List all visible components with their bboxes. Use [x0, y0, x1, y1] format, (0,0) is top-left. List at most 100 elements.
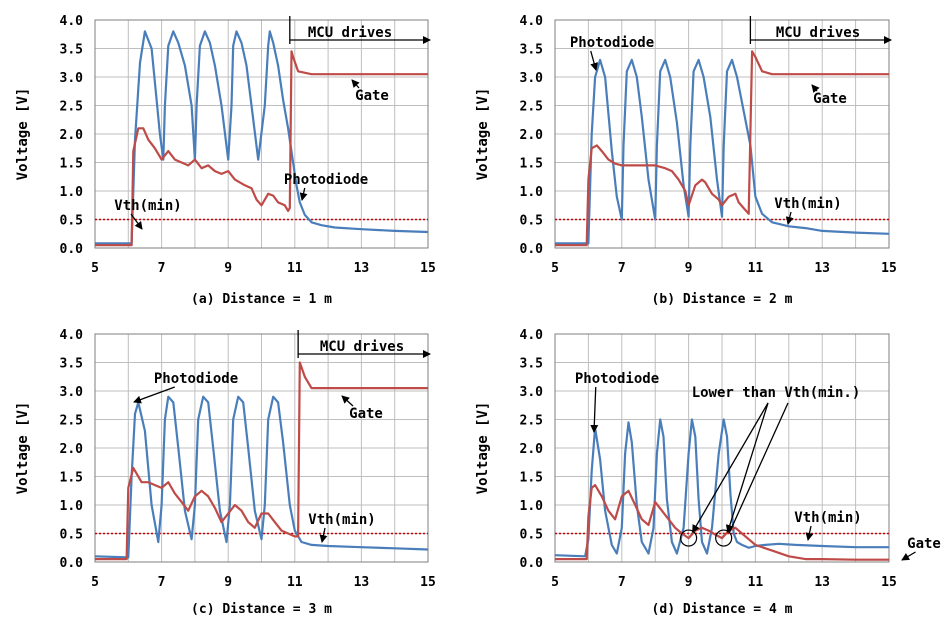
photodiode-series: [554, 418, 889, 558]
photodiode-series: [555, 58, 890, 245]
y-tick-label: 4.0: [60, 328, 84, 343]
y-tick-label: 4.0: [60, 14, 84, 29]
photodiode-series: [94, 395, 429, 559]
y-tick-label: 1.5: [60, 471, 83, 486]
y-tick-label: 0.0: [520, 242, 544, 257]
y-tick-label: 1.5: [520, 471, 543, 486]
gate-arrow: [901, 551, 916, 561]
x-tick-label: 13: [814, 261, 830, 276]
mcu-drives-label: MCU drives: [308, 25, 392, 41]
photodiode-label: Photodiode: [154, 371, 238, 387]
plot-frame: [554, 19, 890, 249]
gate-arrow: [341, 395, 354, 407]
y-tick-label: 3.0: [60, 71, 84, 86]
y-tick-label: 2.5: [520, 100, 543, 115]
y-axis-label: Voltage [V]: [475, 88, 491, 181]
y-tick-label: 4.0: [520, 14, 544, 29]
vth-label: Vth(min): [308, 512, 375, 528]
y-tick-label: 1.5: [60, 157, 83, 172]
photodiode-arrow: [133, 386, 175, 404]
y-tick-label: 2.5: [60, 100, 83, 115]
y-tick-label: 1.0: [60, 499, 84, 514]
vth-arrow: [805, 525, 814, 541]
y-tick-label: 0.0: [60, 556, 84, 571]
photodiode-series: [95, 30, 429, 245]
gate-label: Gate: [813, 91, 847, 107]
x-tick-label: 13: [814, 575, 830, 590]
chart-caption: (d) Distance = 4 m: [652, 602, 793, 617]
vth-arrow: [785, 211, 794, 225]
x-tick-label: 15: [420, 575, 436, 590]
gate-arrow: [811, 84, 820, 93]
photodiode-arrow: [590, 50, 598, 71]
y-tick-label: 3.0: [520, 71, 544, 86]
mcu-drives-label: MCU drives: [776, 25, 860, 41]
chart-caption: (a) Distance = 1 m: [191, 292, 332, 307]
x-tick-label: 9: [685, 261, 693, 276]
y-tick-label: 1.5: [520, 157, 543, 172]
vth-label: Vth(min): [114, 198, 181, 214]
x-tick-label: 15: [420, 261, 436, 276]
highlight-circle: [679, 529, 698, 547]
lower-arrow: [725, 402, 769, 534]
x-tick-label: 11: [287, 575, 303, 590]
gate-label: Gate: [355, 88, 389, 104]
y-tick-label: 3.5: [60, 357, 83, 372]
x-tick-label: 9: [685, 575, 693, 590]
photodiode-label: Photodiode: [570, 35, 654, 51]
x-tick-label: 15: [881, 575, 897, 590]
x-tick-label: 5: [551, 261, 559, 276]
y-tick-label: 1.0: [520, 185, 544, 200]
x-tick-label: 7: [158, 575, 166, 590]
vth-arrow: [130, 213, 143, 230]
y-tick-label: 0.0: [60, 242, 84, 257]
photodiode-label: Photodiode: [284, 172, 368, 188]
x-tick-label: 9: [224, 575, 232, 590]
mcu-drives-label: MCU drives: [320, 339, 404, 355]
x-tick-label: 5: [91, 575, 99, 590]
y-axis-label: Voltage [V]: [15, 402, 31, 495]
x-tick-label: 7: [158, 261, 166, 276]
x-tick-label: 11: [287, 261, 303, 276]
y-tick-label: 2.5: [520, 414, 543, 429]
x-tick-label: 9: [224, 261, 232, 276]
photodiode-arrow: [590, 386, 599, 433]
gate-series: [95, 361, 428, 561]
y-tick-label: 0.5: [520, 528, 543, 543]
y-tick-label: 3.5: [520, 357, 543, 372]
y-tick-label: 2.0: [520, 442, 544, 457]
x-tick-label: 11: [748, 575, 764, 590]
y-tick-label: 0.5: [520, 214, 543, 229]
lower-arrow: [729, 402, 789, 533]
plot-frame: [94, 19, 429, 249]
panel-a: 0.0 0.5 1.0 1.5 2.0 2.5 3.0 3.5 4.0 5 7 9 11 13 15 Volt…: [15, 14, 436, 307]
y-tick-label: 3.0: [60, 385, 84, 400]
y-tick-label: 0.0: [520, 556, 544, 571]
y-tick-label: 2.5: [60, 414, 83, 429]
gate-label: Gate: [907, 536, 941, 552]
x-tick-label: 5: [91, 261, 99, 276]
y-tick-label: 0.5: [60, 528, 83, 543]
y-tick-label: 0.5: [60, 214, 83, 229]
x-tick-label: 11: [748, 261, 764, 276]
gate-series: [95, 50, 428, 247]
lower-arrow: [692, 402, 769, 533]
highlight-circle: [715, 529, 733, 547]
y-tick-label: 1.0: [520, 499, 544, 514]
vth-label: Vth(min): [794, 510, 861, 526]
photodiode-label: Photodiode: [575, 371, 659, 387]
plot-frame: [94, 333, 429, 563]
plot-frame: [554, 333, 890, 563]
y-tick-label: 3.0: [520, 385, 544, 400]
x-tick-label: 7: [618, 261, 626, 276]
y-tick-label: 3.5: [520, 43, 543, 58]
y-tick-label: 3.5: [60, 43, 83, 58]
y-tick-label: 2.0: [60, 442, 84, 457]
vth-label: Vth(min): [774, 196, 841, 212]
y-tick-label: 2.0: [520, 128, 544, 143]
photodiode-arrow: [299, 187, 308, 201]
x-tick-label: 13: [354, 261, 370, 276]
chart-caption: (c) Distance = 3 m: [191, 602, 332, 617]
panel-d: 0.0 0.5 1.0 1.5 2.0 2.5 3.0 3.5 4.0 5 7 9 11 13 15 Volt…: [475, 328, 941, 617]
